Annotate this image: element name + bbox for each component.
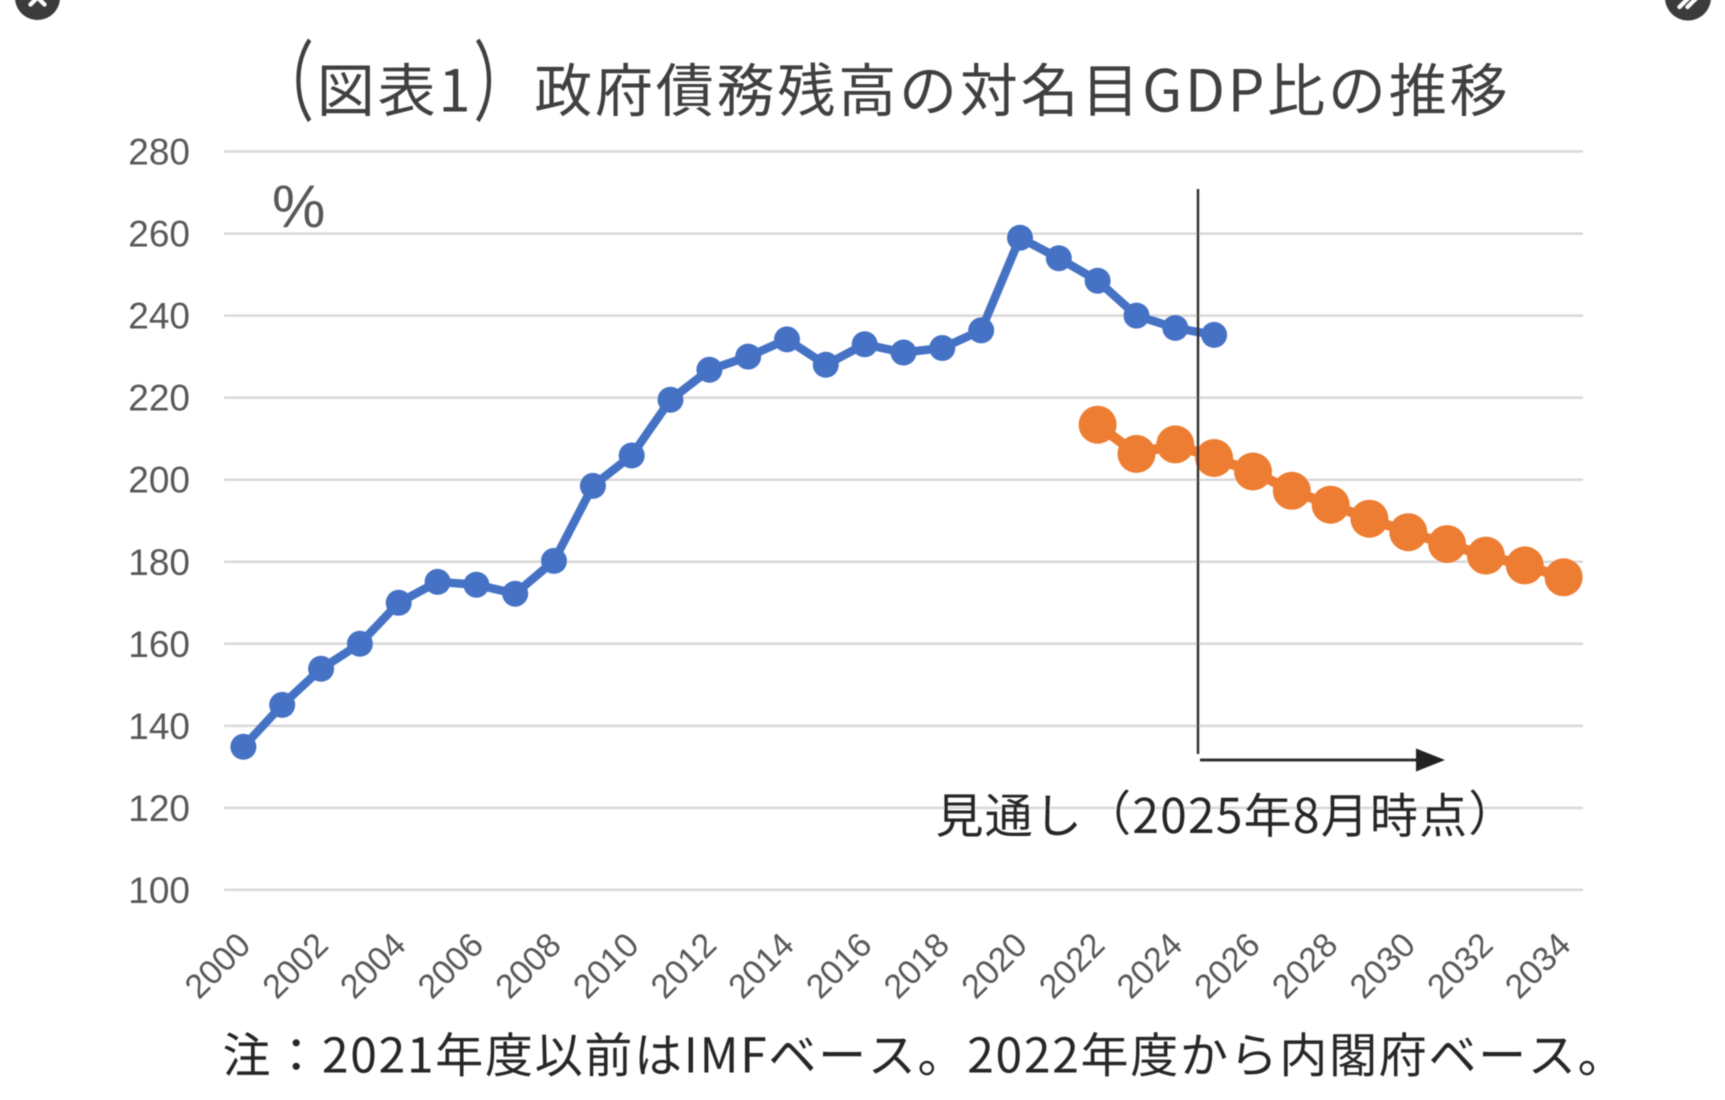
svg-text:120: 120 <box>128 788 190 829</box>
svg-text:180: 180 <box>128 542 190 583</box>
svg-text:140: 140 <box>128 706 190 747</box>
svg-text:280: 280 <box>128 132 190 173</box>
svg-text:%: % <box>272 173 325 240</box>
svg-text:100: 100 <box>128 870 190 911</box>
svg-text:260: 260 <box>128 214 190 255</box>
svg-text:160: 160 <box>128 624 190 665</box>
svg-text:200: 200 <box>128 460 190 501</box>
svg-text:240: 240 <box>128 296 190 337</box>
svg-text:220: 220 <box>128 378 190 419</box>
